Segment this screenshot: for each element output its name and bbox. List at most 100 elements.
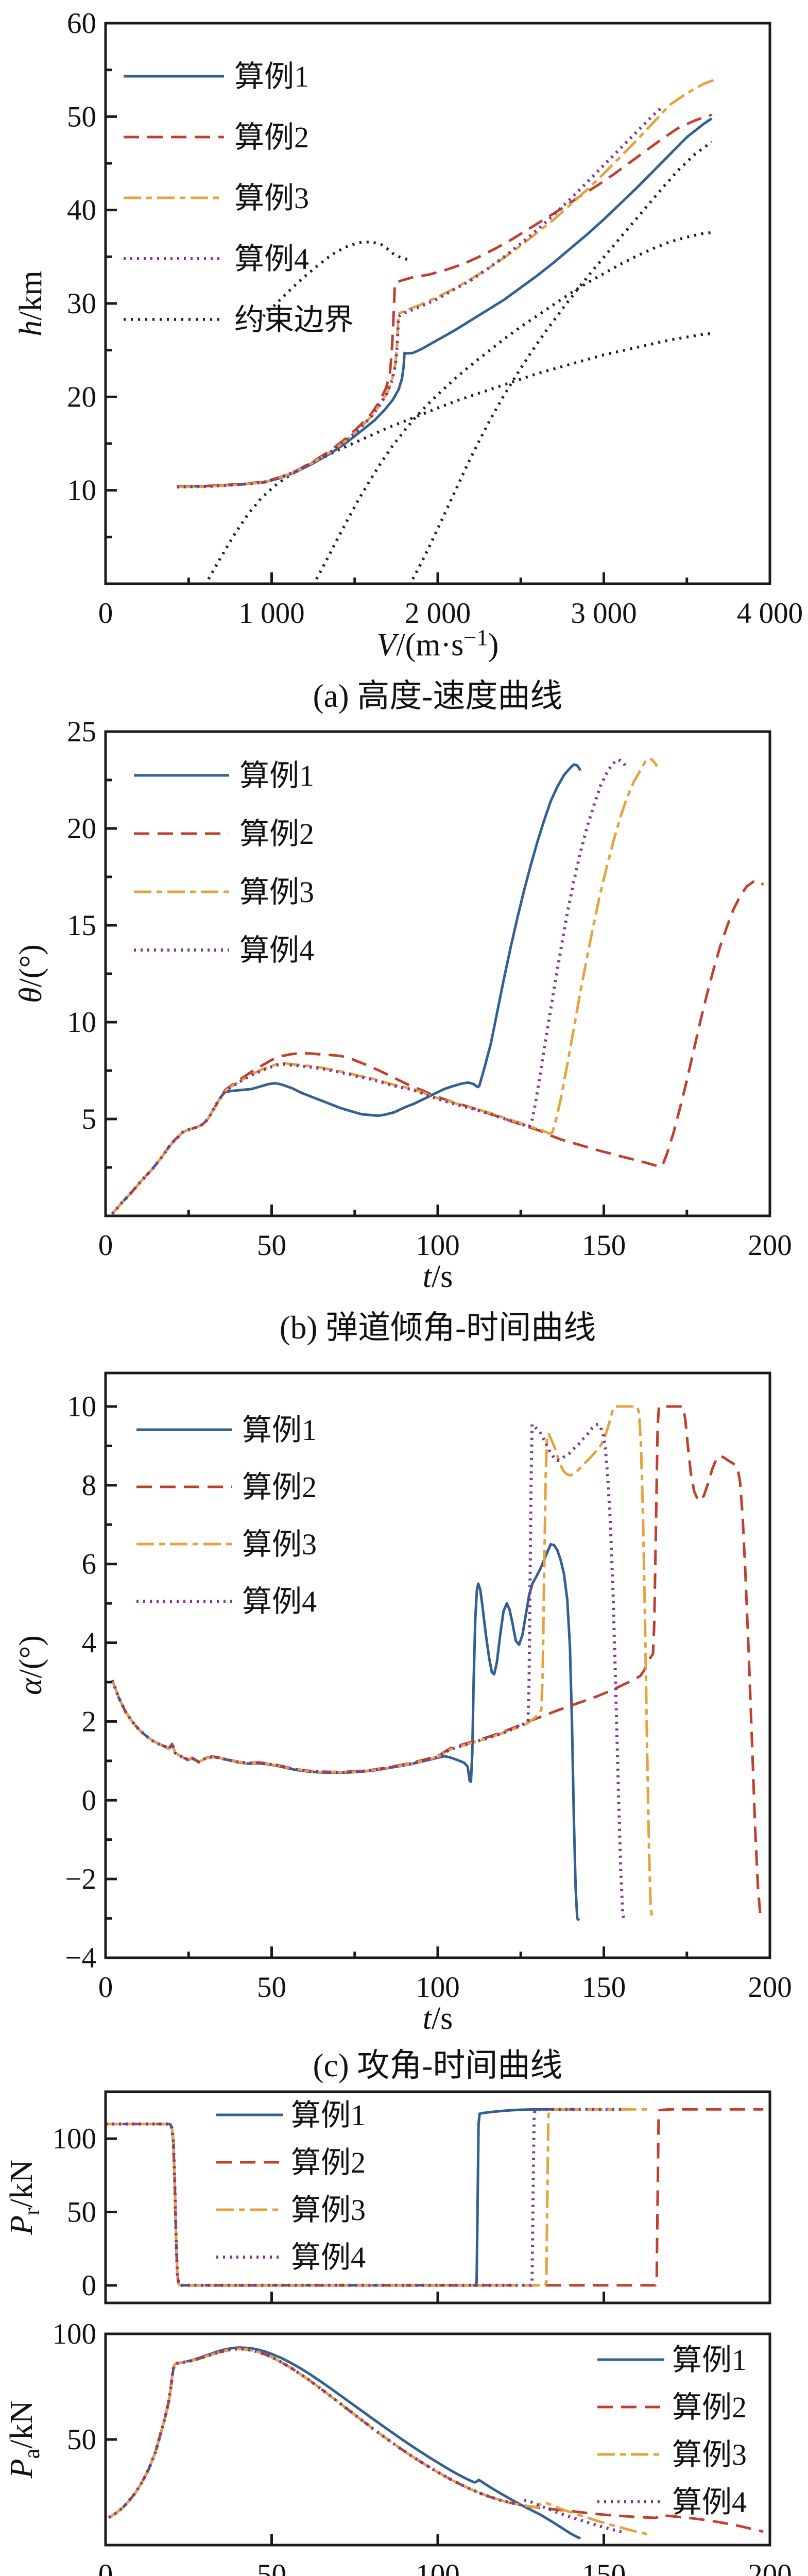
y-tick-label: 50 <box>67 2196 96 2228</box>
legend-label-case3: 算例3 <box>242 1528 317 1561</box>
plot-box <box>104 730 771 1217</box>
y-axis-title: Pa/kN <box>4 2401 44 2479</box>
series-case2 <box>111 879 764 1215</box>
x-axis-title: V/(m·s−1) <box>377 624 499 663</box>
legend-label-case3: 算例3 <box>239 875 314 909</box>
series-case3 <box>177 79 714 488</box>
y-tick-label: 5 <box>82 1103 97 1136</box>
panel-a-chart: 0 1 000 2 000 3 000 4 000 10 20 30 40 50 60 V/(m·s−… <box>13 7 803 663</box>
series-case4 <box>108 2347 624 2534</box>
y-tick-label: 2 <box>82 1705 97 1738</box>
x-tick-label: 200 <box>748 2558 792 2576</box>
legend: 算例1 算例2 算例3 算例4 <box>134 759 314 967</box>
y-tick-label: 60 <box>67 7 96 40</box>
y-tick-label: 0 <box>82 1784 97 1817</box>
x-tick-label: 0 <box>98 1971 113 2004</box>
legend-label-case1: 算例1 <box>242 1413 317 1447</box>
flight-path-angle-time-chart: 0 50 100 150 200510152025t/sθ/(°)算例1算例2算例3算例… <box>13 716 792 1294</box>
x-tick-label: 3 000 <box>571 597 637 630</box>
y-tick-label: 40 <box>67 194 96 227</box>
plot-box <box>104 22 771 585</box>
series-case4 <box>111 1422 626 1921</box>
legend-label-case4: 算例4 <box>242 1585 317 1618</box>
y-tick-label: 0 <box>82 2269 97 2302</box>
plot-box <box>104 2332 771 2547</box>
legend-label-case1: 算例1 <box>234 60 309 93</box>
y-tick-label: 8 <box>82 1469 97 1502</box>
x-tick-label: 100 <box>416 1971 460 2004</box>
angle-of-attack-time-chart: 0 50 100 150 200 −4 −2 0 2 4 6 8 10 t/s α/(°) 算例1 算例2 算例3… <box>13 1371 792 2036</box>
x-tick-label: 100 <box>416 2558 460 2576</box>
x-tick-label: 200 <box>748 1229 792 1262</box>
legend: 算例1 算例2 算例3 算例4 <box>216 2098 366 2274</box>
series-bound <box>411 141 713 580</box>
x-tick-label: 1 000 <box>238 597 304 630</box>
y-tick-label: 100 <box>53 2318 97 2350</box>
x-tick-label: 50 <box>257 2558 286 2576</box>
y-tick-label: 10 <box>67 1391 96 1423</box>
legend-label-case2: 算例2 <box>239 817 314 851</box>
x-tick-label: 100 <box>416 1229 460 1262</box>
legend-label-case4: 算例4 <box>239 934 314 967</box>
legend: 算例1 算例2 算例3 算例4 <box>136 1413 317 1618</box>
legend-label-case1: 算例1 <box>239 759 314 792</box>
legend-label-case1: 算例1 <box>672 2343 747 2377</box>
legend-label-case2: 算例2 <box>234 121 309 154</box>
series-case1 <box>108 2346 581 2540</box>
legend-label-case4: 算例4 <box>291 2241 366 2274</box>
panel-d-chart: 0 50 100 Pr/kN 算例1 算例2 算例3 算例4 0 50 100 150 200 50 100… <box>4 2090 792 2576</box>
y-tick-label: 20 <box>67 381 96 413</box>
series-case4 <box>111 758 628 1215</box>
series-case2 <box>111 1405 764 1922</box>
height-velocity-chart: 0 1 000 2 000 3 000 4 000 10 20 30 40 50 60 V/(m·s−… <box>13 7 803 663</box>
y-axis-title: Pr/kN <box>4 2160 44 2235</box>
commanded-thrust-time-chart: 0 50 100 Pr/kN 算例1 算例2 算例3 算例4 <box>4 2090 771 2304</box>
x-tick-label: 0 <box>98 1229 113 1262</box>
y-tick-label: 10 <box>67 474 96 507</box>
legend-label-bound: 约束边界 <box>234 303 354 336</box>
y-tick-label: 100 <box>53 2123 97 2155</box>
legend-label-case1: 算例1 <box>291 2098 366 2132</box>
legend-label-case4: 算例4 <box>672 2485 747 2519</box>
y-tick-label: 25 <box>67 716 96 748</box>
plot-box <box>104 1371 771 1959</box>
series-case3 <box>111 757 658 1215</box>
series-case1 <box>111 763 582 1215</box>
y-tick-label: 20 <box>67 812 96 845</box>
legend-label-case3: 算例3 <box>291 2193 366 2227</box>
y-tick-label: 50 <box>67 100 96 133</box>
series-case3 <box>111 1405 654 1921</box>
series-case4 <box>177 106 663 489</box>
y-tick-label: 4 <box>82 1627 97 1659</box>
x-tick-label: 50 <box>257 1971 286 2004</box>
x-tick-label: 0 <box>98 597 113 630</box>
panel-c-caption: (c) 攻角-时间曲线 <box>313 2047 563 2083</box>
series-bound <box>207 332 714 580</box>
legend-label-case2: 算例2 <box>242 1470 317 1504</box>
y-tick-label: −4 <box>65 1942 96 1974</box>
x-tick-label: 200 <box>748 1971 792 2004</box>
x-tick-label: 50 <box>257 1229 286 1262</box>
panel-b-chart: 0 50 100 150 200510152025t/sθ/(°)算例1算例2算例3算例… <box>13 716 792 1294</box>
series-case2 <box>106 2108 764 2287</box>
x-tick-label: 0 <box>98 2558 113 2576</box>
x-tick-label: 150 <box>582 2558 626 2576</box>
y-axis-title: θ/(°) <box>13 944 48 1003</box>
series-case1 <box>111 1543 580 1922</box>
panel-b-caption: (b) 弹道倾角-时间曲线 <box>279 1310 596 1346</box>
series-case2 <box>177 113 712 488</box>
x-axis-title: t/s <box>423 1259 453 1294</box>
panel-c-chart: 0 50 100 150 200 −4 −2 0 2 4 6 8 10 t/s α/(°) 算例1 算例2 算例3… <box>13 1371 792 2036</box>
x-tick-label: 150 <box>582 1229 626 1262</box>
series-bound <box>252 240 412 328</box>
legend-label-case4: 算例4 <box>234 242 309 276</box>
panel-a-caption: (a) 高度-速度曲线 <box>313 678 563 714</box>
legend: 算例1 算例2 算例3 算例4 约束边界 <box>124 60 354 336</box>
legend: 算例1 算例2 算例3 算例4 <box>597 2343 747 2519</box>
legend-label-case3: 算例3 <box>234 181 309 215</box>
y-tick-label: −2 <box>65 1863 96 1895</box>
x-tick-label: 4 000 <box>737 597 803 630</box>
series-case3 <box>106 2108 650 2287</box>
